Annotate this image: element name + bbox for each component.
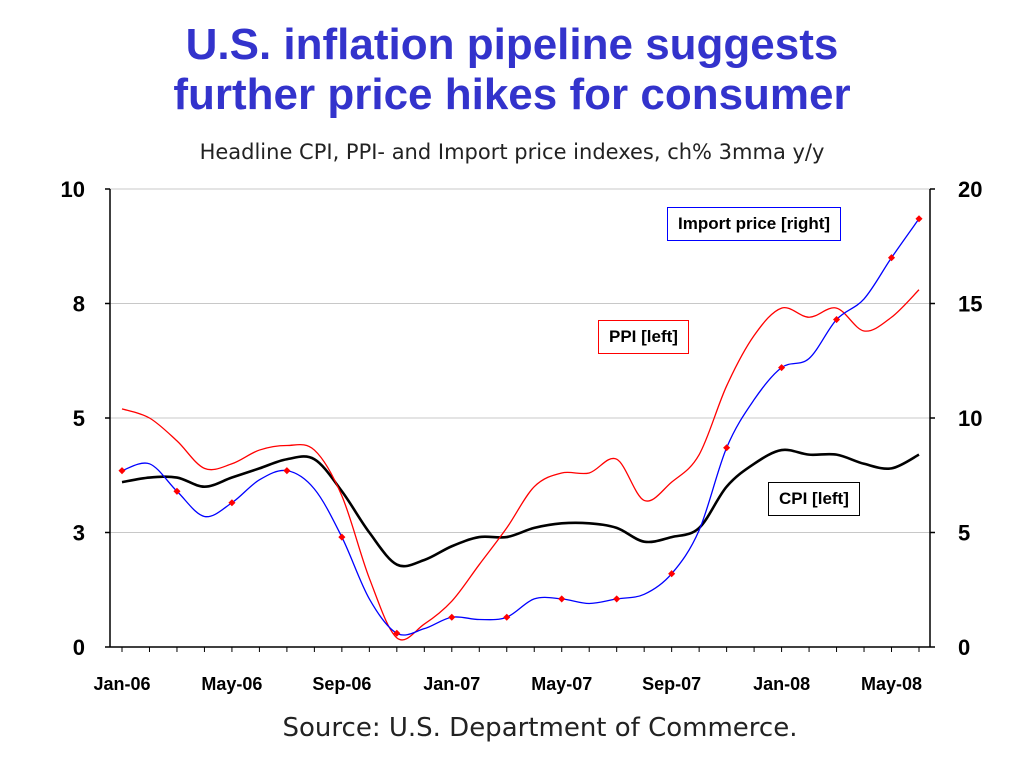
right-tick-label: 10 (958, 406, 982, 431)
data-point-import-price-right (778, 364, 786, 372)
right-tick-label: 5 (958, 521, 970, 546)
title-line-2: further price hikes for consumer (173, 70, 851, 119)
data-point-import-price-right (723, 444, 731, 452)
data-point-import-price-right (833, 315, 841, 324)
data-point-import-price-right (283, 467, 291, 475)
gridlines (110, 188, 930, 533)
x-tick-label: Sep-07 (642, 674, 701, 694)
right-tick-label: 0 (958, 635, 970, 660)
data-point-import-price-right (228, 499, 236, 507)
legend-import-price: Import price [right] (667, 207, 842, 241)
data-point-import-price-right (118, 467, 126, 475)
source-note: Source: U.S. Department of Commerce. (282, 713, 798, 743)
right-tick-label: 15 (958, 292, 982, 317)
x-tick-label: May-07 (531, 674, 592, 694)
x-axis-ticks: Jan-06 May-06 Sep-06 Jan-07 May-07 Sep-07 Jan-… (93, 674, 922, 694)
data-point-import-price-right (173, 487, 181, 495)
data-point-import-price-right (393, 629, 401, 637)
chart-subtitle: Headline CPI, PPI- and Import price inde… (199, 140, 825, 164)
legend-cpi: CPI [left] (768, 482, 860, 516)
data-point-import-price-right (668, 570, 676, 578)
axes (105, 188, 935, 652)
x-tick-label: Jan-07 (423, 674, 480, 694)
x-tick-label: Sep-06 (312, 674, 371, 694)
series-layer (118, 215, 923, 641)
left-tick-label: 8 (73, 292, 85, 317)
x-tick-label: May-08 (861, 674, 922, 694)
x-tick-label: Jan-06 (93, 674, 150, 694)
series-line-import-price-right (121, 218, 920, 636)
legend-import-label: Import price [right] (678, 214, 831, 233)
data-point-import-price-right (503, 613, 511, 621)
series-line-ppi-left (121, 289, 920, 641)
data-point-import-price-right (915, 215, 923, 223)
left-axis-ticks: 0 3 5 8 10 (61, 177, 85, 660)
right-axis-ticks: 0 5 10 15 20 (958, 177, 982, 660)
data-point-import-price-right (887, 254, 896, 262)
title-line-1: U.S. inflation pipeline suggests (185, 20, 839, 69)
left-tick-label: 10 (61, 177, 85, 202)
legend-ppi-label: PPI [left] (609, 327, 678, 346)
chart-title: U.S. inflation pipeline suggests further… (0, 20, 1024, 120)
data-point-import-price-right (558, 595, 566, 603)
left-tick-label: 5 (73, 406, 85, 431)
left-tick-label: 0 (73, 635, 85, 660)
x-tick-label: Jan-08 (753, 674, 810, 694)
right-tick-label: 20 (958, 177, 982, 202)
legend-cpi-label: CPI [left] (779, 489, 849, 508)
left-tick-label: 3 (73, 521, 85, 546)
series-line-cpi-left (121, 448, 920, 568)
data-point-import-price-right (338, 533, 346, 541)
data-point-import-price-right (613, 595, 621, 603)
data-point-import-price-right (448, 613, 456, 621)
x-tick-label: May-06 (201, 674, 262, 694)
legend-ppi: PPI [left] (598, 320, 689, 354)
